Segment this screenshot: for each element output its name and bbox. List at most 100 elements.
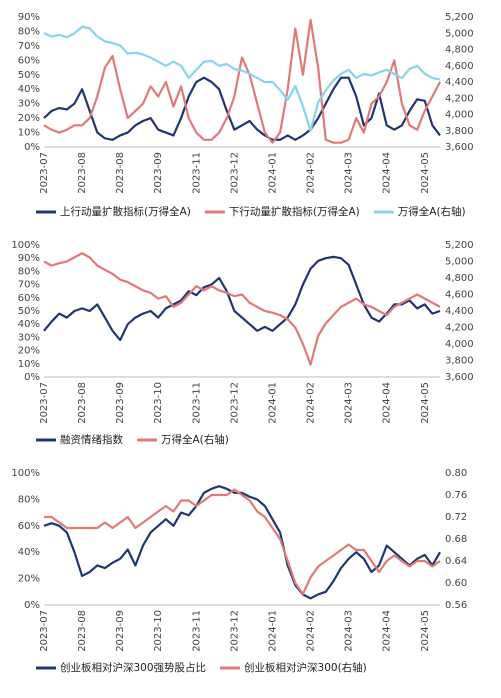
legend-label: 万得全A(右轴) xyxy=(398,205,466,218)
y2-tick-label: 4,400 xyxy=(445,77,474,88)
x-tick-label: 2024-02 xyxy=(306,610,317,652)
y2-tick-label: 4,000 xyxy=(445,110,474,121)
y-tick-label: 0% xyxy=(24,142,40,153)
x-tick-label: 2023-11 xyxy=(191,382,202,424)
x-tick-label: 2024-04 xyxy=(382,152,393,194)
y-tick-label: 30% xyxy=(18,332,40,343)
legend-label: 融资情绪指数 xyxy=(60,433,123,446)
y-tick-label: 100% xyxy=(11,468,40,479)
x-tick-label: 2023-08 xyxy=(115,152,126,194)
y2-tick-label: 4,800 xyxy=(445,45,474,56)
x-tick-label: 2024-04 xyxy=(382,382,393,424)
y2-tick-label: 4,600 xyxy=(445,290,474,301)
legend-label: 创业板相对沪深300(右轴) xyxy=(244,661,367,674)
x-tick-label: 2024-03 xyxy=(344,152,355,194)
legend: 融资情绪指数 万得全A(右轴) xyxy=(36,433,229,446)
y2-tick-label: 3,800 xyxy=(445,356,474,367)
y2-tick-label: 4,200 xyxy=(445,323,474,334)
y-tick-label: 100% xyxy=(11,240,40,251)
x-tick-label: 2023-07 xyxy=(39,382,50,424)
legend-label: 上行动量扩散指标(万得全A) xyxy=(60,205,191,218)
y-tick-label: 0% xyxy=(24,600,40,611)
y2-tick-label: 0.56 xyxy=(445,600,467,611)
x-tick-label: 2023-10 xyxy=(153,610,164,652)
y-tick-label: 30% xyxy=(18,99,40,110)
x-tick-label: 2023-08 xyxy=(77,610,88,652)
x-tick-label: 2024-02 xyxy=(306,382,317,424)
y-tick-label: 50% xyxy=(18,306,40,317)
x-tick-label: 2023-09 xyxy=(153,152,164,194)
y-tick-label: 60% xyxy=(18,521,40,532)
y2-tick-label: 0.76 xyxy=(445,490,467,501)
y2-tick-label: 0.64 xyxy=(445,556,467,567)
legend: 创业板相对沪深300强势股占比 创业板相对沪深300(右轴) xyxy=(36,661,367,674)
y-tick-label: 10% xyxy=(18,128,40,139)
legend-label: 万得全A(右轴) xyxy=(161,433,229,446)
x-tick-label: 2023-12 xyxy=(229,610,240,652)
x-tick-label: 2023-09 xyxy=(115,610,126,652)
y-tick-label: 60% xyxy=(18,293,40,304)
y2-tick-label: 4,000 xyxy=(445,339,474,350)
x-tick-label: 2023-07 xyxy=(39,152,50,194)
y-tick-label: 20% xyxy=(18,574,40,585)
y-tick-label: 70% xyxy=(18,41,40,52)
y-tick-label: 40% xyxy=(18,84,40,95)
series-line xyxy=(43,485,441,600)
y-tick-label: 90% xyxy=(18,253,40,264)
y-tick-label: 50% xyxy=(18,70,40,81)
legend-label: 创业板相对沪深300强势股占比 xyxy=(60,661,206,674)
y-tick-label: 80% xyxy=(18,494,40,505)
x-tick-label: 2024-01 xyxy=(267,610,278,652)
y2-tick-label: 0.60 xyxy=(445,578,467,589)
y2-tick-label: 4,400 xyxy=(445,306,474,317)
x-tick-label: 2024-05 xyxy=(420,610,431,652)
y2-tick-label: 0.72 xyxy=(445,512,467,523)
y2-tick-label: 3,600 xyxy=(445,142,474,153)
series-line xyxy=(44,488,441,596)
legend-label: 下行动量扩散指标(万得全A) xyxy=(229,205,360,218)
y-tick-label: 90% xyxy=(18,12,40,23)
y2-tick-label: 4,200 xyxy=(445,93,474,104)
y2-tick-label: 4,600 xyxy=(445,61,474,72)
y-tick-label: 40% xyxy=(18,319,40,330)
series-line xyxy=(43,25,441,132)
x-tick-label: 2023-08 xyxy=(77,382,88,424)
x-tick-label: 2023-12 xyxy=(229,152,240,194)
x-tick-label: 2024-03 xyxy=(344,382,355,424)
legend: 上行动量扩散指标(万得全A) 下行动量扩散指标(万得全A) 万得全A(右轴) xyxy=(36,205,466,218)
y2-tick-label: 3,800 xyxy=(445,126,474,137)
y2-tick-label: 4,800 xyxy=(445,273,474,284)
y2-tick-label: 5,200 xyxy=(445,240,474,251)
y2-tick-label: 5,200 xyxy=(445,12,474,23)
y2-tick-label: 5,000 xyxy=(445,257,474,268)
y-tick-label: 0% xyxy=(24,372,40,383)
y-tick-label: 10% xyxy=(18,359,40,370)
x-tick-label: 2023-11 xyxy=(191,152,202,194)
x-tick-label: 2023-07 xyxy=(39,610,50,652)
y-tick-label: 20% xyxy=(18,113,40,124)
x-tick-label: 2024-05 xyxy=(420,152,431,194)
x-tick-label: 2024-01 xyxy=(267,152,278,194)
series-line xyxy=(43,252,441,366)
x-tick-label: 2023-12 xyxy=(229,382,240,424)
x-tick-label: 2024-01 xyxy=(267,382,278,424)
x-tick-label: 2024-03 xyxy=(344,610,355,652)
x-tick-label: 2023-09 xyxy=(115,382,126,424)
y-tick-label: 70% xyxy=(18,280,40,291)
y-tick-label: 80% xyxy=(18,266,40,277)
x-tick-label: 2023-08 xyxy=(77,152,88,194)
series-line xyxy=(43,76,441,141)
y2-tick-label: 3,600 xyxy=(445,372,474,383)
series-line xyxy=(43,18,441,144)
x-tick-label: 2024-02 xyxy=(306,152,317,194)
y-tick-label: 60% xyxy=(18,55,40,66)
y-tick-label: 20% xyxy=(18,346,40,357)
series-line xyxy=(43,255,441,342)
y2-tick-label: 0.80 xyxy=(445,468,467,479)
y2-tick-label: 0.68 xyxy=(445,534,467,545)
y-tick-label: 80% xyxy=(18,26,40,37)
x-tick-label: 2023-11 xyxy=(191,610,202,652)
y2-tick-label: 5,000 xyxy=(445,28,474,39)
y-tick-label: 40% xyxy=(18,547,40,558)
